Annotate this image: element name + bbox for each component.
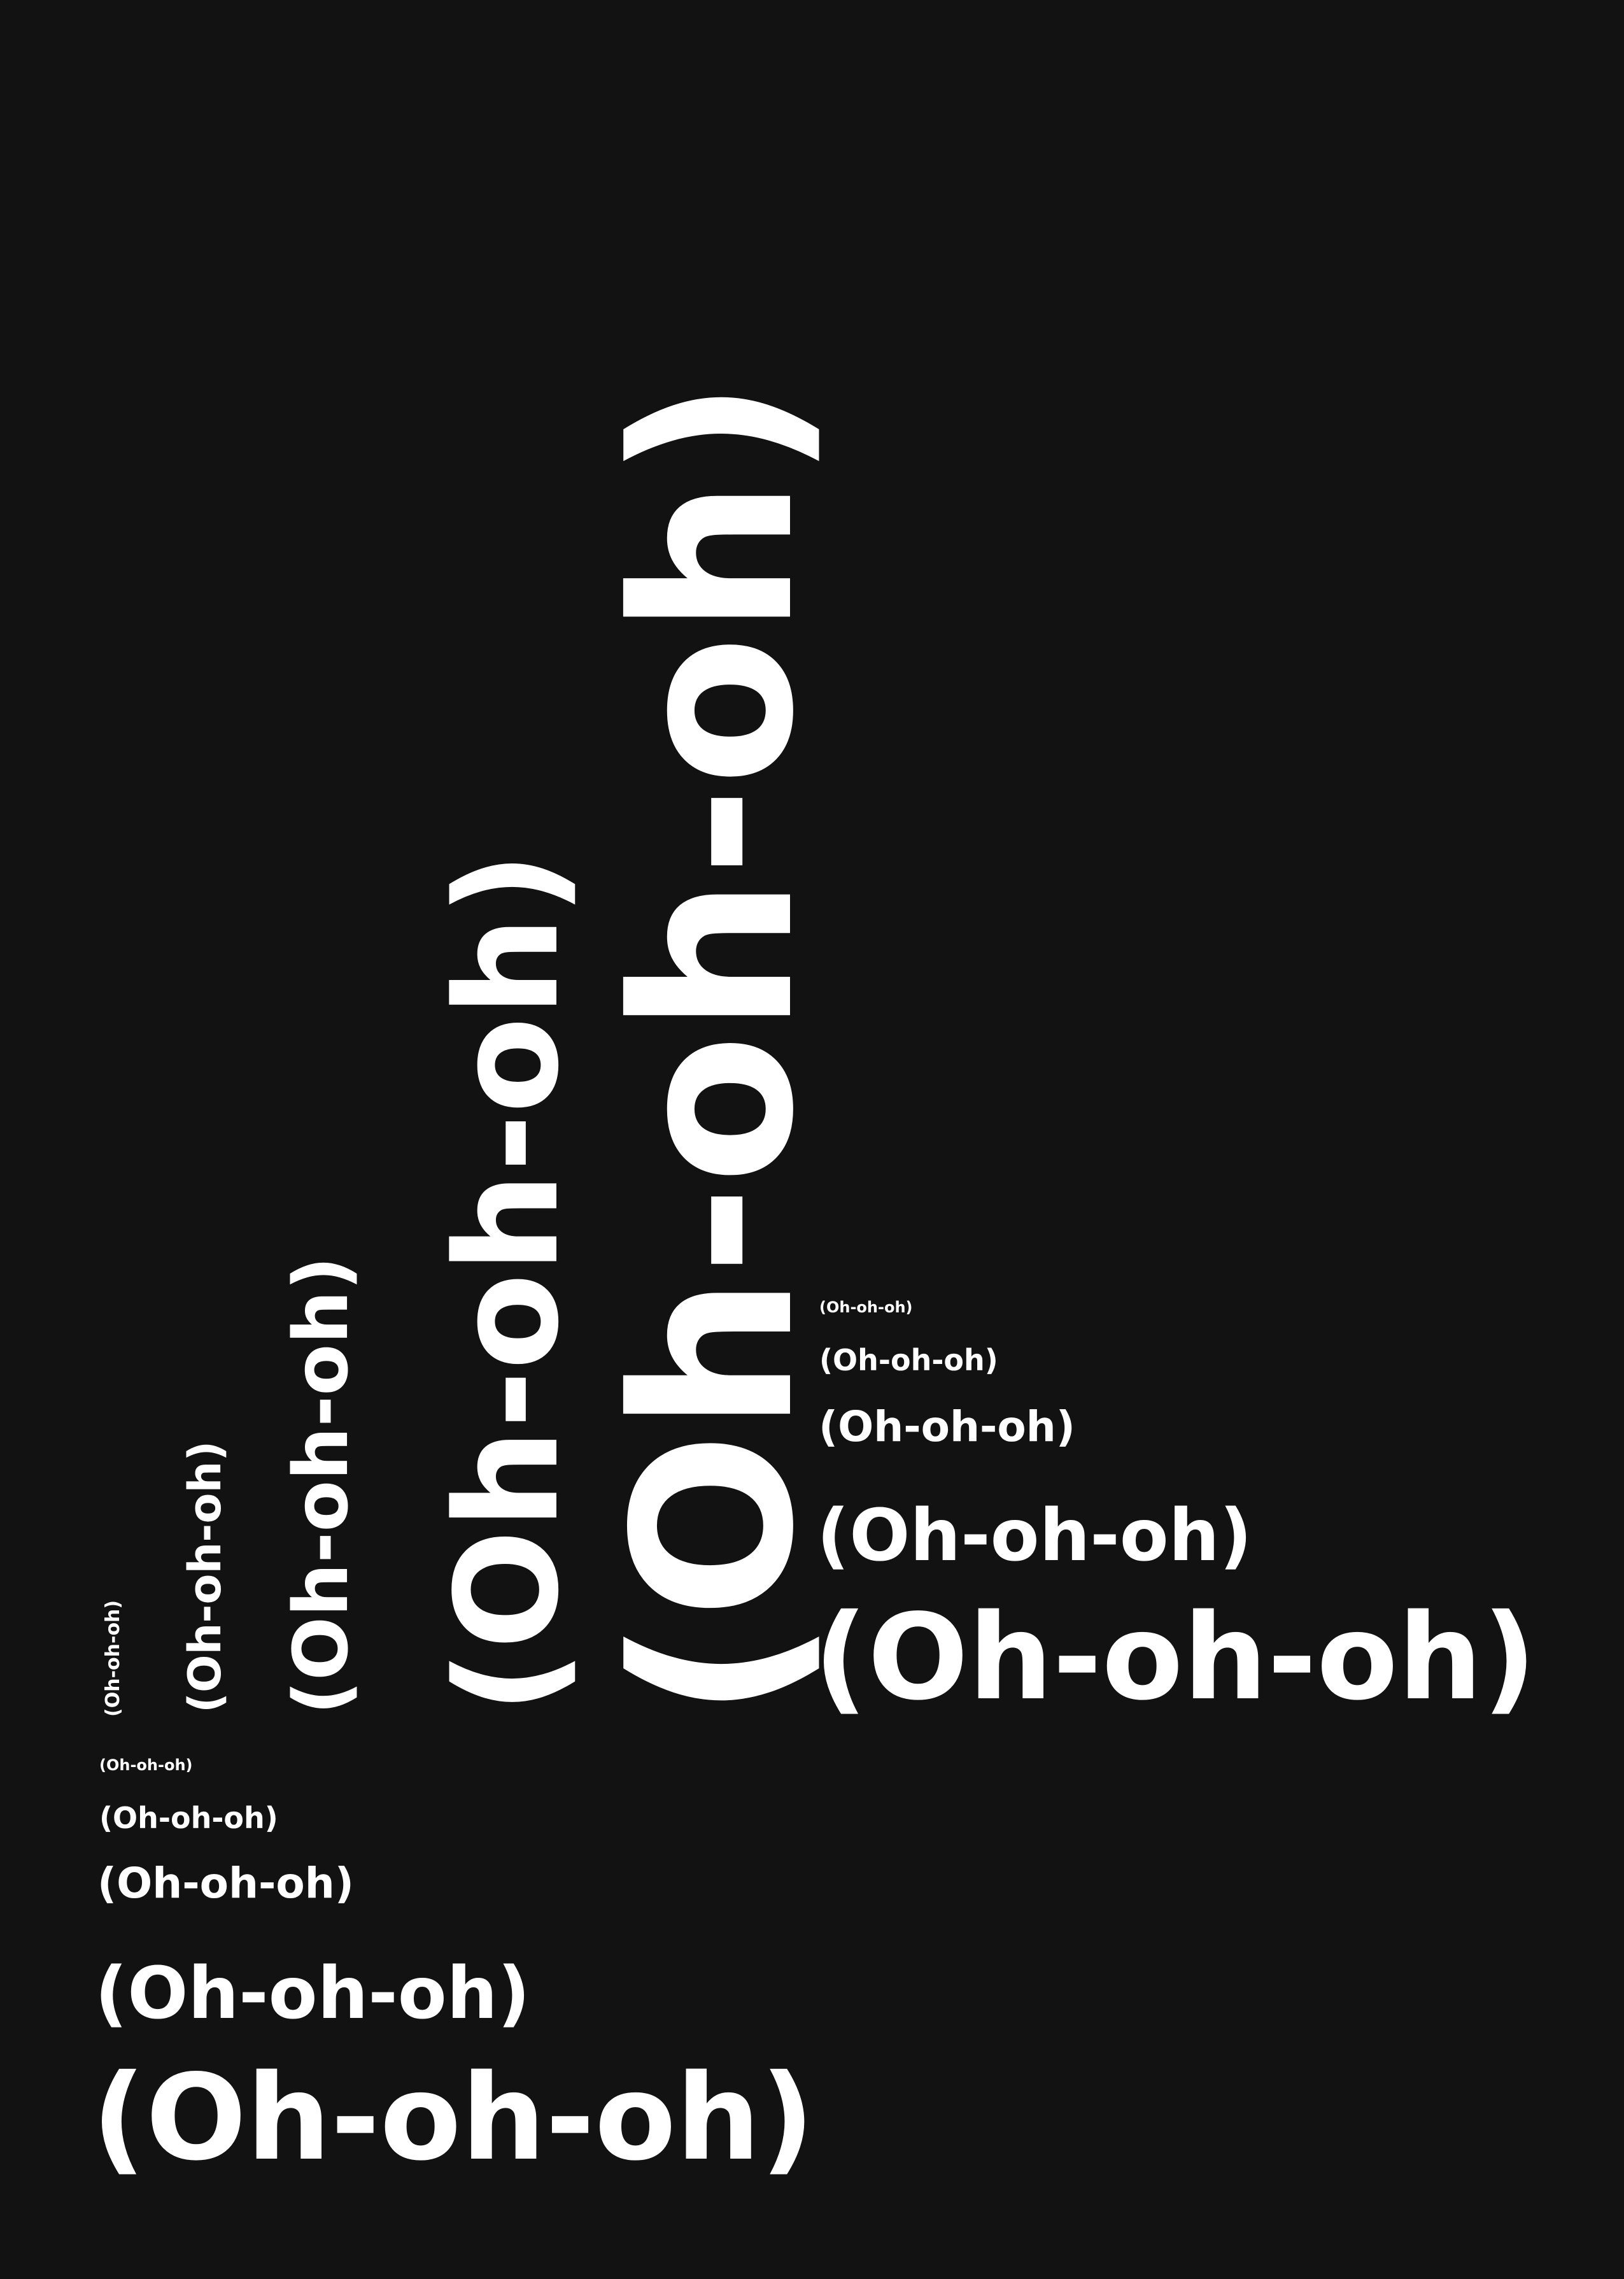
right-phrase-1: (Oh-oh-oh) — [819, 1298, 913, 1316]
vertical-phrase-2: (Oh-oh-oh) — [179, 1440, 231, 1713]
vertical-phrase-3: (Oh-oh-oh) — [277, 1256, 365, 1715]
vertical-phrase-4: (Oh-oh-oh) — [426, 851, 590, 1714]
bottom-phrase-1: (Oh-oh-oh) — [99, 1756, 193, 1774]
right-phrase-5: (Oh-oh-oh) — [814, 1588, 1537, 1726]
bottom-phrase-3: (Oh-oh-oh) — [97, 1859, 354, 1908]
bottom-phrase-4: (Oh-oh-oh) — [95, 1952, 530, 2035]
bottom-phrase-5: (Oh-oh-oh) — [92, 2048, 815, 2187]
vertical-phrase-1: (Oh-oh-oh) — [102, 1600, 124, 1717]
right-phrase-2: (Oh-oh-oh) — [819, 1343, 998, 1377]
bottom-phrase-2: (Oh-oh-oh) — [99, 1801, 278, 1835]
right-phrase-4: (Oh-oh-oh) — [817, 1494, 1252, 1577]
vertical-phrase-5: (Oh-oh-oh) — [587, 378, 842, 1719]
right-phrase-3: (Oh-oh-oh) — [819, 1402, 1075, 1451]
